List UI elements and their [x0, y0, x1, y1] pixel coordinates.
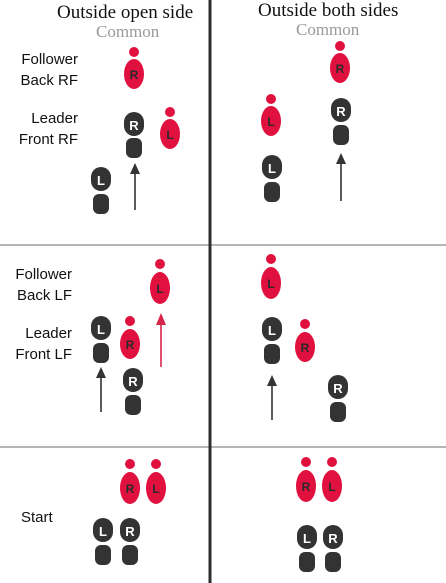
- middle-leader-step: Front LF: [15, 346, 72, 363]
- svg-text:L: L: [152, 482, 159, 496]
- svg-text:L: L: [156, 282, 163, 296]
- top-leader-step: Front RF: [18, 131, 78, 148]
- middle-follower-role: Follower: [15, 266, 72, 283]
- svg-text:R: R: [128, 374, 138, 389]
- leader-left-foot: L: [91, 167, 111, 214]
- svg-text:L: L: [268, 323, 276, 338]
- follower-left-foot: L: [322, 457, 342, 502]
- svg-text:R: R: [126, 338, 135, 352]
- svg-text:L: L: [268, 161, 276, 176]
- leader-right-foot: R: [331, 98, 351, 145]
- follower-right-foot: R: [120, 459, 140, 504]
- middle-leader-label: Leader Front LF: [0, 323, 72, 365]
- start-label: Start: [21, 509, 53, 526]
- leader-right-foot: R: [328, 375, 348, 422]
- leader-left-foot: L: [93, 518, 113, 565]
- top-follower-step: Back RF: [20, 72, 78, 89]
- svg-text:R: R: [328, 531, 338, 546]
- svg-text:L: L: [166, 128, 173, 142]
- middle-leader-role: Leader: [25, 325, 72, 342]
- svg-text:R: R: [126, 482, 135, 496]
- top-leader-role: Leader: [31, 110, 78, 127]
- svg-text:L: L: [97, 173, 105, 188]
- svg-text:R: R: [333, 381, 343, 396]
- svg-text:R: R: [302, 480, 311, 494]
- follower-left-foot: L: [146, 459, 166, 504]
- svg-text:R: R: [129, 118, 139, 133]
- follower-left-foot: L: [160, 107, 180, 149]
- svg-text:R: R: [125, 524, 135, 539]
- svg-text:R: R: [336, 62, 345, 76]
- svg-text:L: L: [99, 524, 107, 539]
- svg-text:R: R: [301, 341, 310, 355]
- left-column-subtitle: Common: [96, 22, 160, 41]
- step-arrow: [96, 367, 106, 412]
- right-column-subtitle: Common: [296, 20, 360, 39]
- left-column-title: Outside open side: [57, 2, 194, 23]
- follower-left-foot: L: [261, 94, 281, 136]
- leader-right-foot: R: [323, 525, 343, 572]
- follower-left-foot: L: [150, 259, 170, 304]
- svg-text:L: L: [328, 480, 335, 494]
- leader-left-foot: L: [297, 525, 317, 572]
- svg-text:L: L: [267, 277, 274, 291]
- right-column-title: Outside both sides: [258, 0, 399, 21]
- step-arrow: [130, 163, 140, 210]
- svg-text:L: L: [267, 115, 274, 129]
- follower-right-foot: R: [295, 319, 315, 362]
- follower-step-arrow: [156, 313, 166, 367]
- step-arrow: [336, 153, 346, 201]
- leader-right-foot: R: [120, 518, 140, 565]
- step-arrow: [267, 375, 277, 420]
- middle-follower-label: Follower Back LF: [0, 264, 72, 306]
- top-follower-label: Follower Back RF: [5, 49, 78, 91]
- follower-right-foot: R: [330, 41, 350, 83]
- svg-text:L: L: [97, 322, 105, 337]
- follower-left-foot: L: [261, 254, 281, 299]
- top-follower-role: Follower: [21, 51, 78, 68]
- svg-text:R: R: [130, 68, 139, 82]
- follower-right-foot: R: [296, 457, 316, 502]
- middle-follower-step: Back LF: [16, 287, 72, 304]
- svg-text:L: L: [303, 531, 311, 546]
- follower-right-foot: R: [120, 316, 140, 359]
- leader-left-foot: L: [91, 316, 111, 363]
- leader-right-foot: R: [124, 112, 144, 158]
- follower-right-foot: R: [124, 47, 144, 89]
- leader-left-foot: L: [262, 317, 282, 364]
- top-leader-label: Leader Front RF: [5, 108, 78, 150]
- leader-right-foot: R: [123, 368, 143, 415]
- leader-left-foot: L: [262, 155, 282, 202]
- svg-text:R: R: [336, 104, 346, 119]
